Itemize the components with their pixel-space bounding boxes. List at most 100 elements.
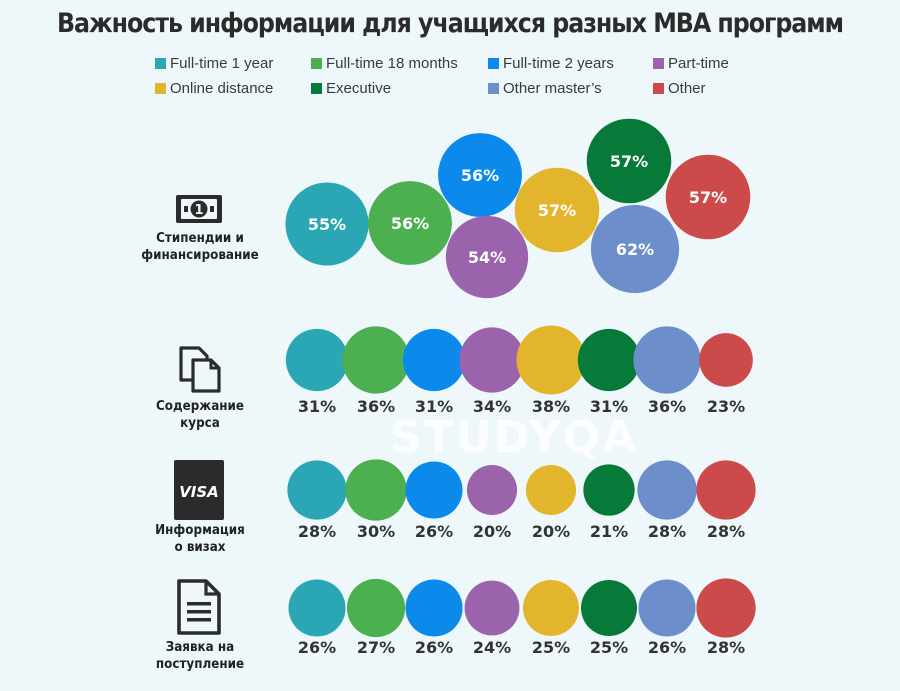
- bubble: [581, 580, 637, 636]
- bubble: [466, 464, 518, 516]
- bubble-value-label: 28%: [707, 522, 745, 541]
- legend-item: Other: [653, 79, 773, 98]
- bubble-value-label: 25%: [590, 638, 628, 657]
- bubble: [696, 578, 756, 638]
- legend-swatch: [155, 83, 166, 94]
- legend-item: Executive: [311, 79, 488, 98]
- bubble: [285, 328, 349, 392]
- bubble-value-label: 25%: [532, 638, 570, 657]
- legend-swatch: [488, 58, 499, 69]
- legend-label: Full-time 18 months: [326, 55, 458, 72]
- bubble: [346, 578, 406, 638]
- bubble-value-label: 30%: [357, 522, 395, 541]
- bubble: [405, 579, 463, 637]
- bubble: [525, 464, 577, 516]
- bubble: [516, 325, 586, 395]
- bubble-value-label: 26%: [648, 638, 686, 657]
- bubble-value-label: 55%: [308, 215, 346, 234]
- bubble: [514, 167, 600, 253]
- legend-label: Other master’s: [503, 80, 602, 97]
- bubble: [445, 215, 529, 299]
- bubble-value-label: 57%: [610, 152, 648, 171]
- bubble-value-label: 28%: [648, 522, 686, 541]
- legend-item: Full-time 1 year: [155, 54, 311, 73]
- legend-label: Full-time 1 year: [170, 55, 274, 72]
- bubble: [665, 154, 751, 240]
- documents-icon: [173, 344, 225, 399]
- legend-swatch: [653, 83, 664, 94]
- legend-label: Part-time: [668, 55, 729, 72]
- legend-label: Online distance: [170, 80, 274, 97]
- visa-logo-text: VISA: [179, 483, 219, 501]
- bubble-value-label: 21%: [590, 522, 628, 541]
- bubble: [586, 118, 672, 204]
- bubble: [696, 460, 756, 520]
- bubble: [638, 579, 696, 637]
- bubble-value-label: 57%: [538, 201, 576, 220]
- row-label-scholarships: Стипендии и финансирование: [141, 231, 259, 263]
- bubble-value-label: 23%: [707, 397, 745, 416]
- row-label-course-content: Содержание курса: [155, 399, 245, 431]
- bubble-value-label: 56%: [391, 214, 429, 233]
- watermark: STUDYQA: [390, 412, 639, 463]
- bubble-value-label: 54%: [468, 248, 506, 267]
- bubble: [590, 204, 680, 294]
- chart-title: Важность информации для учащихся разных …: [56, 8, 844, 39]
- bubble-value-label: 26%: [415, 522, 453, 541]
- bubble-value-label: 56%: [461, 166, 499, 185]
- legend-swatch: [155, 58, 166, 69]
- legend-item: Full-time 2 years: [488, 54, 653, 73]
- bubble-value-label: 27%: [357, 638, 395, 657]
- money-glyph: 1: [194, 203, 203, 218]
- bubble-value-label: 34%: [473, 397, 511, 416]
- money-icon: 1: [175, 194, 223, 229]
- bubble: [523, 580, 579, 636]
- legend-label: Executive: [326, 80, 392, 97]
- application-document-icon: [176, 578, 222, 641]
- bubble-value-label: 57%: [689, 188, 727, 207]
- bubble: [345, 459, 407, 521]
- row-label-visa-info: Информация о визах: [155, 523, 245, 555]
- legend-label: Full-time 2 years: [503, 55, 614, 72]
- bubble: [583, 464, 635, 516]
- bubble-value-label: 26%: [415, 638, 453, 657]
- bubble: [459, 327, 525, 393]
- bubble-value-label: 28%: [298, 522, 336, 541]
- legend-item: Other master’s: [488, 79, 653, 98]
- bubble: [288, 579, 346, 637]
- visa-card-icon: VISA: [174, 460, 224, 525]
- legend: Full-time 1 year Full-time 18 months Full-…: [155, 54, 775, 98]
- bubble-value-label: 36%: [648, 397, 686, 416]
- bubble-value-label: 20%: [532, 522, 570, 541]
- bubble-value-label: 62%: [616, 240, 654, 259]
- bubble: [464, 580, 520, 636]
- bubble: [342, 326, 410, 394]
- legend-item: Full-time 18 months: [311, 54, 488, 73]
- legend-item: Online distance: [155, 79, 311, 98]
- bubble-value-label: 28%: [707, 638, 745, 657]
- bubble-value-label: 20%: [473, 522, 511, 541]
- bubble: [637, 460, 697, 520]
- bubble-value-label: 26%: [298, 638, 336, 657]
- bubble: [405, 461, 463, 519]
- bubble: [699, 333, 753, 387]
- legend-swatch: [311, 83, 322, 94]
- legend-swatch: [488, 83, 499, 94]
- row-label-application: Заявка на поступление: [155, 640, 245, 672]
- bubble-value-label: 31%: [590, 397, 628, 416]
- bubble-value-label: 31%: [298, 397, 336, 416]
- legend-item: Part-time: [653, 54, 773, 73]
- bubble: [438, 133, 522, 217]
- bubble-value-label: 36%: [357, 397, 395, 416]
- bubble: [577, 328, 641, 392]
- bubble-value-label: 38%: [532, 397, 570, 416]
- bubble: [402, 328, 466, 392]
- bubble: [368, 181, 452, 265]
- legend-swatch: [653, 58, 664, 69]
- legend-label: Other: [668, 80, 706, 97]
- legend-swatch: [311, 58, 322, 69]
- bubble-value-label: 31%: [415, 397, 453, 416]
- bubble: [287, 460, 347, 520]
- bubble: [285, 182, 369, 266]
